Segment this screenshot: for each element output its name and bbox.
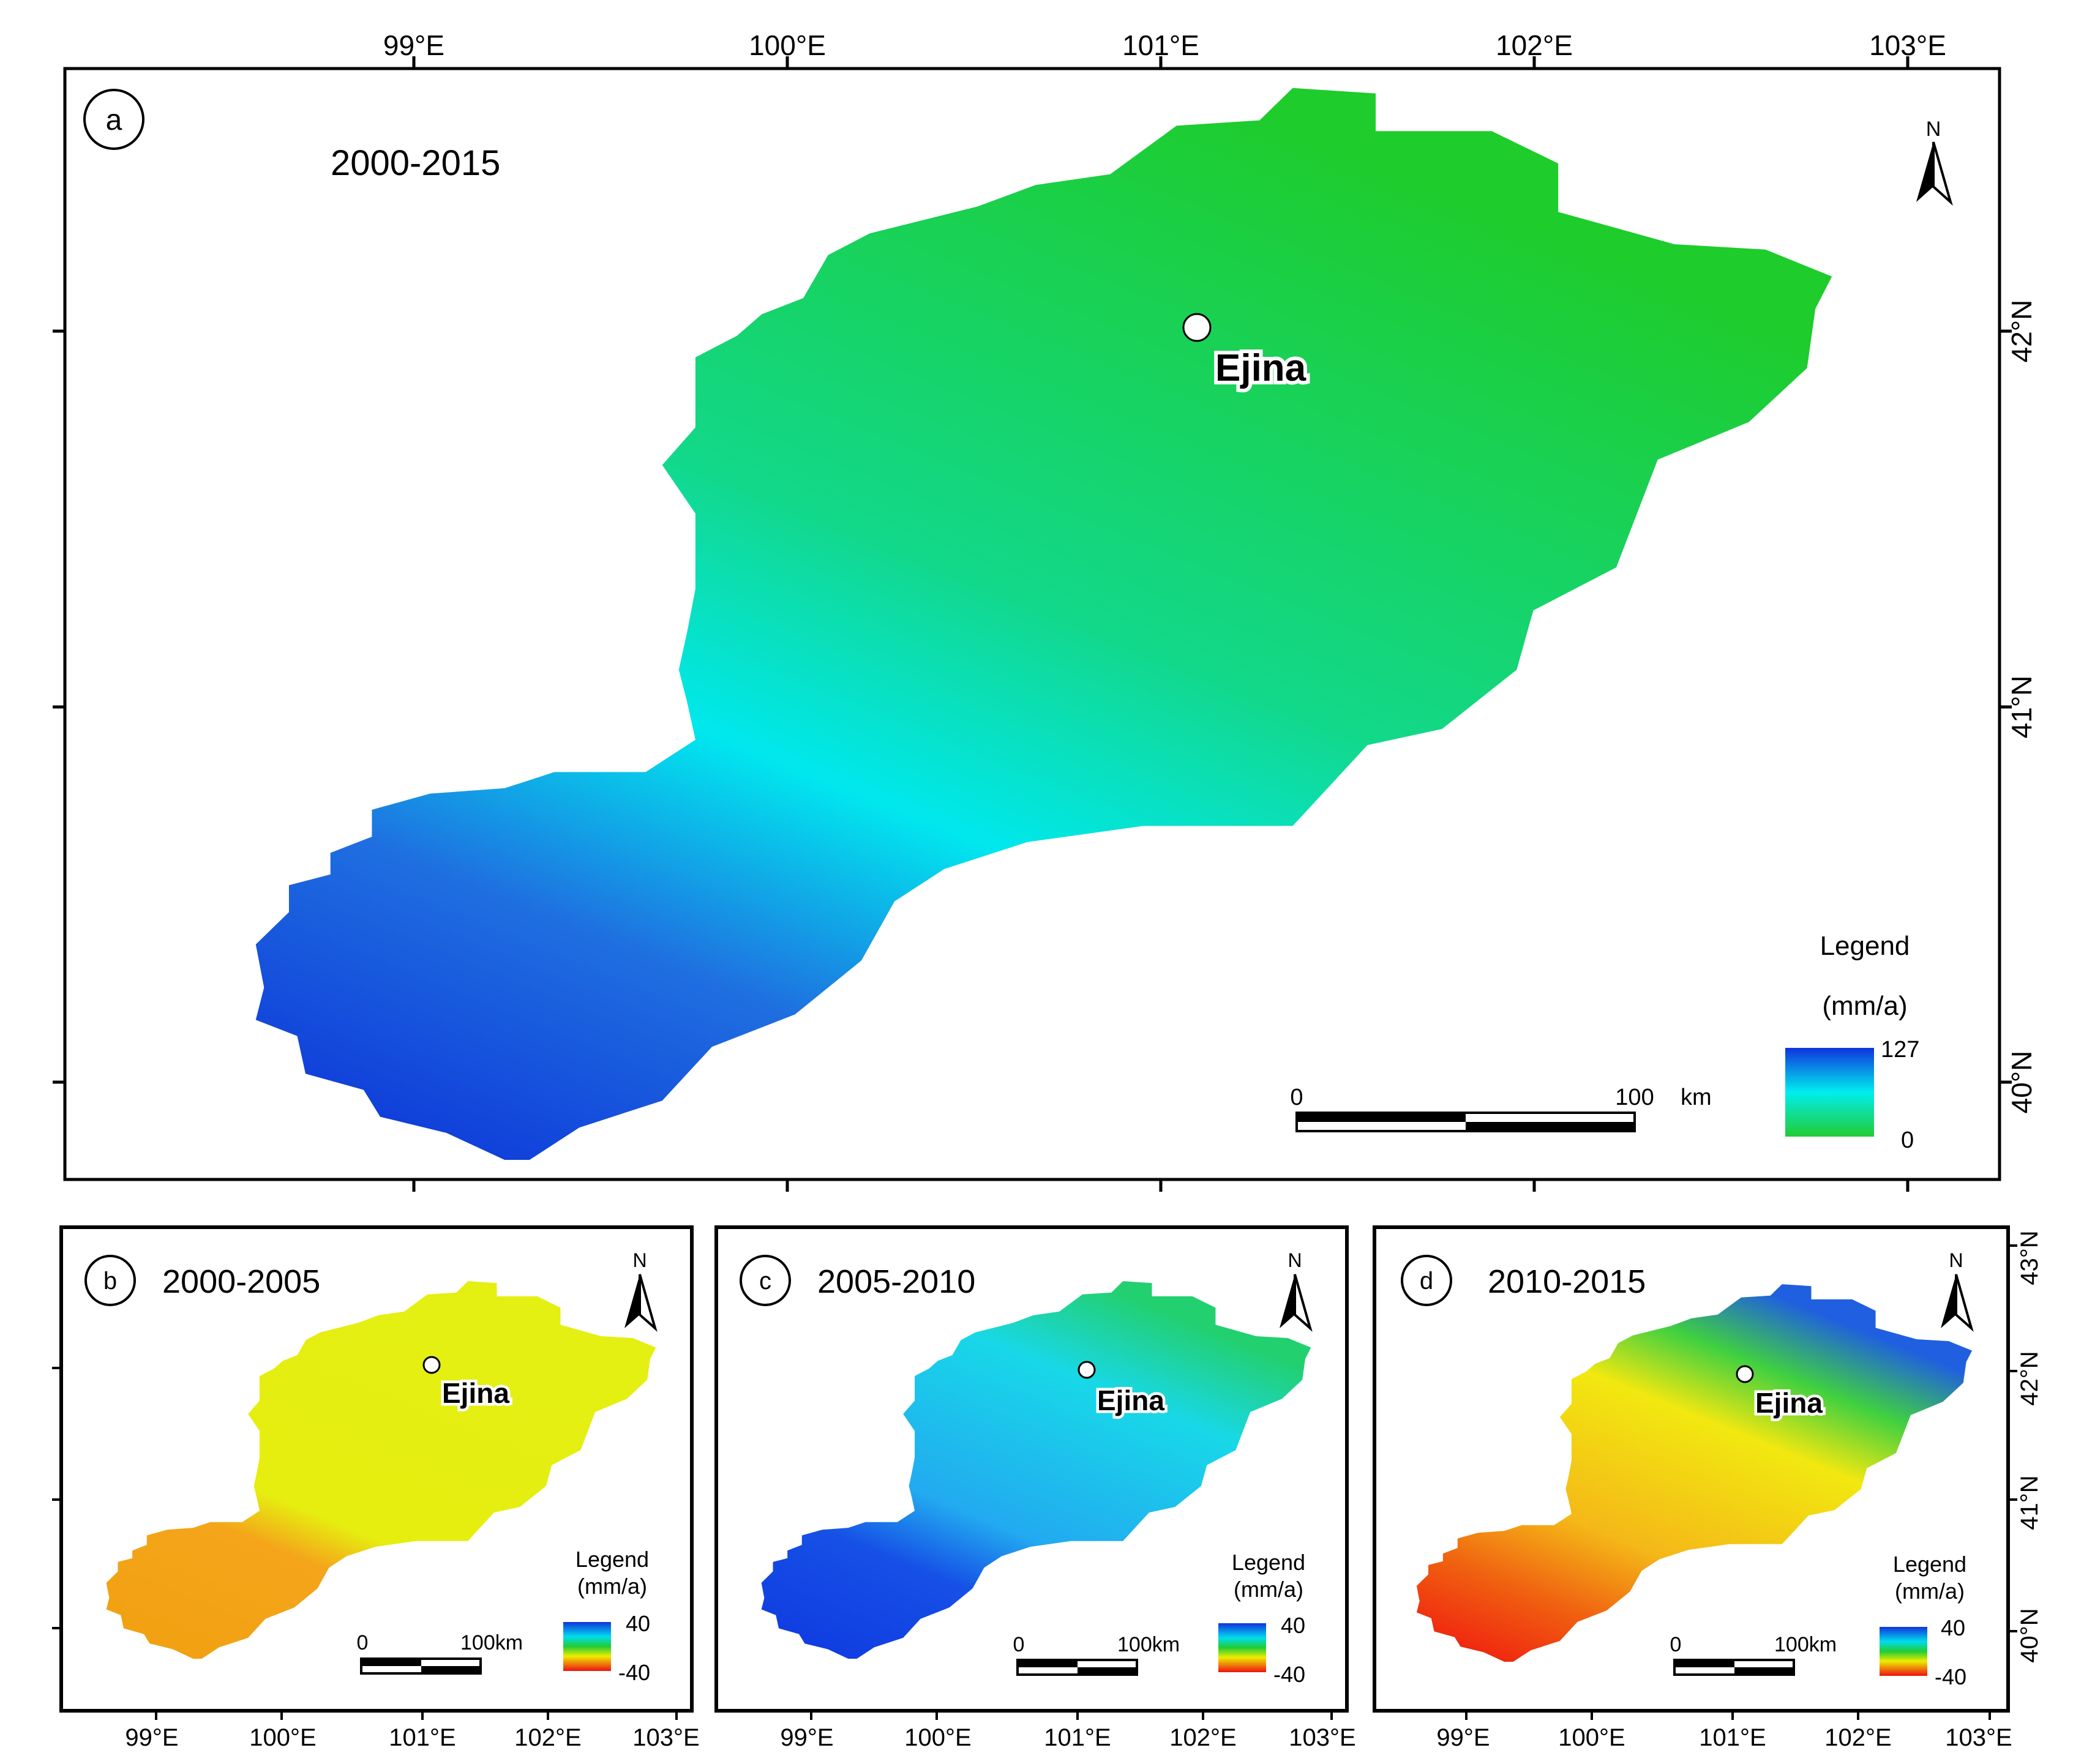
panel-d-lon-label: 101°E xyxy=(1699,1724,1766,1751)
panel-a-lat-label: 40°N xyxy=(2006,1051,2037,1114)
panel-c-lon-label: 102°E xyxy=(1169,1724,1236,1751)
panel-b-scale-zero: 0 xyxy=(357,1631,369,1654)
panel-b-legend-unit: (mm/a) xyxy=(577,1574,647,1599)
panel-c-lon-label: 101°E xyxy=(1044,1724,1111,1751)
svg-text:N: N xyxy=(1926,118,1941,141)
panel-c-lon-label: 99°E xyxy=(780,1724,833,1751)
panel-d-lon-label: 102°E xyxy=(1824,1724,1891,1751)
panel-a-period: 2000-2015 xyxy=(331,143,500,183)
panel-a-legend-title: Legend xyxy=(1820,931,1910,961)
panel-a-scale-bar xyxy=(1295,1112,1636,1132)
panel-c-north-arrow-icon: N xyxy=(1280,1249,1313,1332)
panel-b-legend-title: Legend xyxy=(575,1547,649,1572)
panel-c-scale-end: 100km xyxy=(1117,1633,1180,1656)
panel-d-legend-unit: (mm/a) xyxy=(1895,1579,1965,1604)
panel-a-letter: a xyxy=(106,104,122,136)
panel-a-ejina-label: Ejina xyxy=(1215,347,1306,389)
panel-d-legend-title: Legend xyxy=(1893,1552,1966,1577)
panel-b-lon-label: 103°E xyxy=(632,1724,699,1751)
svg-text:N: N xyxy=(1288,1249,1302,1271)
panel-b-north-arrow-icon: N xyxy=(624,1249,658,1332)
panel-d-scale-zero: 0 xyxy=(1670,1633,1682,1656)
panel-d-ejina-marker xyxy=(1736,1365,1754,1383)
panel-b-legend-colorbar xyxy=(563,1622,611,1671)
panel-d-lon-label: 103°E xyxy=(1945,1724,2012,1751)
svg-text:N: N xyxy=(1949,1249,1963,1271)
panel-b-scale-end: 100km xyxy=(460,1631,523,1654)
panel-b-legend-min: -40 xyxy=(618,1660,650,1685)
panel-a-lon-label: 102°E xyxy=(1496,29,1573,61)
panel-d-scale-end: 100km xyxy=(1774,1633,1837,1656)
panel-b: 99°E 100°E 101°E 102°E 103°E b 2000-2005… xyxy=(52,1225,700,1751)
panel-a-ticks xyxy=(53,56,2012,1192)
panel-a-legend-min: 0 xyxy=(1901,1127,1914,1153)
panel-a: 99°E 100°E 101°E 102°E 103°E 42°N 41°N 4… xyxy=(53,29,2037,1192)
panel-b-period: 2000-2005 xyxy=(162,1263,320,1300)
panel-a-ejina-marker xyxy=(1182,313,1212,342)
panel-d-legend-max: 40 xyxy=(1941,1615,1965,1640)
panel-a-lat-label: 41°N xyxy=(2006,676,2037,739)
panel-c: 99°E 100°E 101°E 102°E 103°E c 2005-2010… xyxy=(714,1225,1356,1751)
panel-a-lon-label: 103°E xyxy=(1869,29,1946,61)
panel-d-lat-label: 40°N xyxy=(2016,1608,2043,1662)
panel-c-lon-label: 103°E xyxy=(1289,1724,1355,1751)
panel-d-scale-bar xyxy=(1673,1659,1795,1676)
panel-b-scale-bar xyxy=(360,1657,482,1675)
panel-d-letter: d xyxy=(1420,1268,1433,1295)
panel-b-ejina-label: Ejina xyxy=(442,1377,509,1409)
panel-c-legend-colorbar xyxy=(1218,1623,1266,1672)
panel-c-legend-title: Legend xyxy=(1232,1550,1305,1575)
panel-c-ejina-marker xyxy=(1078,1361,1096,1379)
panel-b-legend-max: 40 xyxy=(626,1611,650,1636)
panel-d-period: 2010-2015 xyxy=(1488,1263,1646,1300)
panel-a-scale-zero: 0 xyxy=(1290,1085,1303,1110)
panel-b-letter-circle xyxy=(84,1255,136,1306)
panel-d-lat-label: 43°N xyxy=(2016,1230,2043,1285)
panel-a-lon-label: 100°E xyxy=(749,29,826,61)
panel-d-legend-colorbar xyxy=(1880,1627,1927,1676)
panel-c-ejina-label: Ejina xyxy=(1097,1385,1164,1416)
panel-c-legend-max: 40 xyxy=(1281,1613,1305,1638)
panel-d-lat-label: 42°N xyxy=(2016,1351,2043,1405)
panel-a-lon-label: 101°E xyxy=(1122,29,1199,61)
panel-a-legend-unit: (mm/a) xyxy=(1822,991,1907,1021)
panel-b-lon-label: 100°E xyxy=(249,1724,316,1751)
panel-d-lon-label: 99°E xyxy=(1436,1724,1490,1751)
panel-d: 99°E 100°E 101°E 102°E 103°E 43°N 42°N 4… xyxy=(1373,1225,2043,1751)
panel-c-lon-label: 100°E xyxy=(904,1724,971,1751)
panel-a-scale-unit: km xyxy=(1681,1085,1712,1110)
svg-text:N: N xyxy=(632,1249,647,1271)
panel-d-legend-min: -40 xyxy=(1935,1664,1966,1689)
panel-b-lon-label: 99°E xyxy=(125,1724,178,1751)
panel-a-letter-circle xyxy=(83,89,144,150)
panel-b-lon-label: 101°E xyxy=(389,1724,455,1751)
panel-a-north-arrow-icon: N xyxy=(1916,118,1953,206)
panel-b-lon-label: 102°E xyxy=(514,1724,581,1751)
panel-b-letter: b xyxy=(103,1268,117,1295)
panel-c-scale-bar xyxy=(1016,1659,1138,1676)
panel-d-lon-label: 100°E xyxy=(1558,1724,1625,1751)
panel-c-letter-circle xyxy=(740,1255,791,1306)
panel-a-legend-max: 127 xyxy=(1881,1037,1919,1063)
panel-d-lat-label: 41°N xyxy=(2016,1475,2043,1530)
panel-a-legend-colorbar xyxy=(1785,1048,1874,1137)
panel-b-ejina-marker xyxy=(422,1356,441,1374)
panel-a-lat-label: 42°N xyxy=(2006,300,2037,363)
panel-a-scale-end: 100 xyxy=(1615,1085,1654,1110)
panel-d-north-arrow-icon: N xyxy=(1941,1249,1974,1332)
panel-c-period: 2005-2010 xyxy=(817,1263,975,1300)
panel-a-lon-label: 99°E xyxy=(383,29,444,61)
panel-c-scale-zero: 0 xyxy=(1013,1633,1025,1656)
panel-c-legend-min: -40 xyxy=(1273,1662,1305,1687)
panel-c-legend-unit: (mm/a) xyxy=(1234,1577,1303,1602)
panel-c-letter: c xyxy=(759,1268,771,1295)
panel-d-letter-circle xyxy=(1401,1255,1452,1306)
panel-d-ejina-label: Ejina xyxy=(1755,1387,1823,1419)
